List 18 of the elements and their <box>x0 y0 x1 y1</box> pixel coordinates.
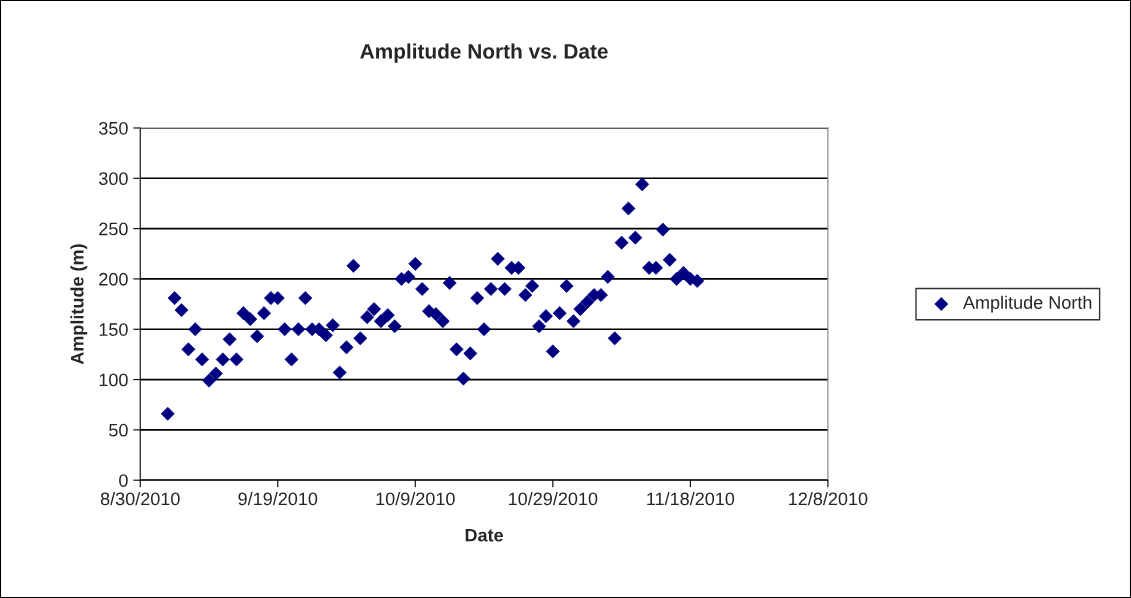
y-tick-label: 300 <box>99 172 128 186</box>
x-tick-label: 8/30/2010 <box>100 492 180 506</box>
x-tick-label: 11/18/2010 <box>647 492 735 506</box>
x-tick-label: 12/8/2010 <box>789 492 868 506</box>
x-tick-label: 9/19/2010 <box>238 492 318 506</box>
y-tick-label: 200 <box>99 272 128 286</box>
y-tick-label: 50 <box>109 423 128 437</box>
y-tick-label: 150 <box>99 323 128 336</box>
x-tick-label: 10/9/2010 <box>376 492 455 506</box>
x-tick-label: 10/29/2010 <box>509 492 598 506</box>
y-tick-label: 100 <box>99 373 128 387</box>
legend-label: Amplitude North <box>962 295 1092 313</box>
x-axis-title: Date <box>465 528 504 542</box>
y-tick-label: 350 <box>99 121 128 135</box>
y-tick-label: 250 <box>99 222 128 236</box>
y-tick-label: 0 <box>119 474 128 487</box>
y-axis-title: Amplitude (m) <box>70 244 88 365</box>
chart-title: Amplitude North vs. Date <box>360 43 608 63</box>
